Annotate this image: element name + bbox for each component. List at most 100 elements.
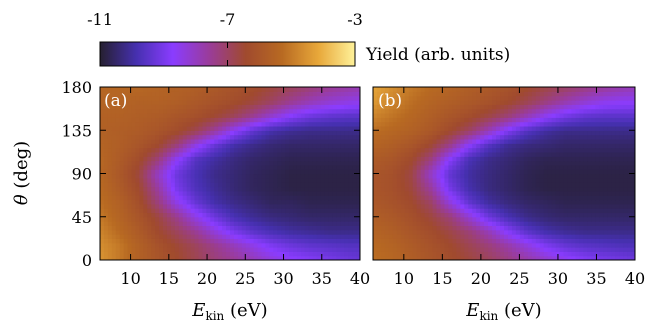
heatmap-cell [448,208,453,214]
heatmap-cell [531,216,537,222]
heatmap-cell [257,121,263,127]
heatmap-cell [575,125,581,131]
heatmap-cell [285,91,290,97]
heatmap-cell [237,164,243,170]
heatmap-cell [424,177,430,183]
heatmap-cell [440,117,446,123]
heatmap-cell [174,255,180,260]
heatmap-cell [300,247,306,252]
heatmap-cell [265,117,270,123]
heatmap-cell [170,108,176,114]
heatmap-cell [448,169,453,175]
heatmap-cell [627,251,632,257]
heatmap-cell [591,212,596,218]
heatmap-cell [230,87,235,92]
heatmap-cell [432,212,438,218]
heatmap-cell [237,173,243,179]
heatmap-cell [631,169,635,175]
heatmap-cell [332,221,337,226]
heatmap-cell [281,225,286,231]
heatmap-cell [571,234,577,239]
heatmap-cell [328,190,334,196]
heatmap-cell [100,160,105,166]
heatmap-cell [100,247,105,252]
heatmap-cell [420,117,426,123]
heatmap-cell [186,121,192,127]
heatmap-cell [163,212,168,218]
heatmap-cell [289,112,294,118]
heatmap-cell [408,208,414,214]
heatmap-cell [448,186,453,192]
heatmap-cell [623,190,628,196]
heatmap-cell [249,238,255,244]
heatmap-cell [143,147,148,153]
heatmap-cell [348,130,353,136]
heatmap-cell [249,221,255,226]
heatmap-cell [440,203,446,209]
heatmap-cell [324,221,330,226]
heatmap-cell [408,134,414,140]
heatmap-cell [222,117,227,123]
heatmap-cell [135,108,140,114]
heatmap-cell [332,117,337,123]
heatmap-cell [527,190,533,196]
heatmap-cell [373,160,378,166]
heatmap-cell [373,190,378,196]
heatmap-cell [281,212,286,218]
heatmap-cell [226,255,231,260]
heatmap-cell [400,160,406,166]
heatmap-cell [615,195,620,201]
heatmap-cell [547,164,553,170]
heatmap-cell [376,255,382,260]
heatmap-cell [159,134,164,140]
heatmap-cell [404,156,410,162]
heatmap-cell [400,208,406,214]
heatmap-cell [535,208,541,214]
heatmap-cell [206,164,211,170]
heatmap-cell [316,160,322,166]
heatmap-cell [300,177,306,183]
heatmap-cell [340,173,345,179]
heatmap-cell [324,164,330,170]
heatmap-cell [603,147,608,153]
heatmap-cell [115,225,121,231]
heatmap-cell [210,208,215,214]
heatmap-cell [380,216,386,222]
heatmap-cell [388,190,394,196]
heatmap-cell [611,169,616,175]
heatmap-cell [111,108,117,114]
heatmap-cell [615,216,620,222]
heatmap-cell [245,91,251,97]
heatmap-cell [515,177,521,183]
heatmap-cell [131,182,137,188]
heatmap-cell [563,242,569,248]
heatmap-cell [575,251,581,257]
heatmap-cell [253,182,259,188]
heatmap-cell [591,121,596,127]
panel-label-a: (a) [104,91,127,111]
heatmap-cell [277,164,282,170]
heatmap-cell [388,242,394,248]
heatmap-cell [218,108,223,114]
heatmap-cell [100,147,105,153]
heatmap-cell [143,195,148,201]
heatmap-cell [452,221,457,226]
heatmap-cell [100,255,105,260]
heatmap-cell [312,112,318,118]
heatmap-cell [448,182,453,188]
heatmap-cell [555,138,561,144]
heatmap-cell [143,182,148,188]
heatmap-cell [400,203,406,209]
heatmap-cell [348,251,353,257]
heatmap-cell [107,130,113,136]
heatmap-cell [182,225,188,231]
heatmap-cell [178,151,184,157]
heatmap-cell [100,221,105,226]
heatmap-cell [392,186,398,192]
heatmap-cell [332,182,337,188]
heatmap-cell [159,121,164,127]
heatmap-cell [178,147,184,153]
heatmap-cell [340,255,345,260]
heatmap-cell [404,147,410,153]
heatmap-cell [214,91,219,97]
